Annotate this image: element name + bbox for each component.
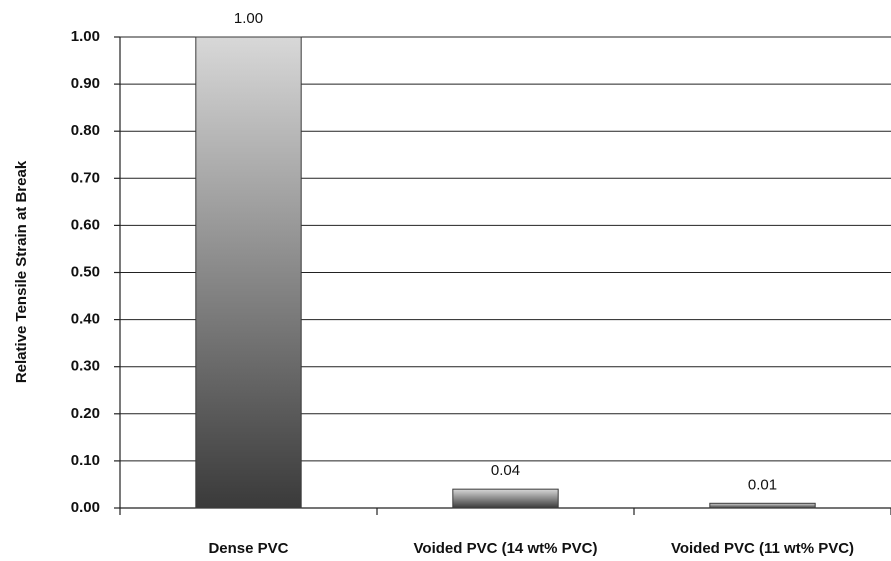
y-tick-label: 0.90 — [71, 75, 100, 92]
y-tick-label: 0.50 — [71, 263, 100, 280]
value-label: 0.04 — [491, 462, 520, 479]
x-tick-label: Voided PVC (11 wt% PVC) — [671, 540, 854, 557]
value-label: 0.01 — [748, 476, 777, 493]
y-tick-label: 0.20 — [71, 405, 100, 422]
x-tick-label: Voided PVC (14 wt% PVC) — [414, 540, 598, 557]
y-tick-label: 0.80 — [71, 122, 100, 139]
y-tick-label: 0.40 — [71, 311, 100, 328]
y-axis-label: Relative Tensile Strain at Break — [13, 160, 30, 383]
value-label: 1.00 — [234, 10, 263, 27]
y-tick-label: 1.00 — [71, 28, 100, 45]
y-tick-label: 0.00 — [71, 499, 100, 516]
y-tick-label: 0.60 — [71, 216, 100, 233]
y-tick-label: 0.10 — [71, 452, 100, 469]
bar — [452, 488, 559, 509]
y-tick-label: 0.70 — [71, 169, 100, 186]
bar — [709, 502, 816, 509]
x-tick-label: Dense PVC — [208, 540, 288, 557]
bar — [195, 36, 302, 509]
y-tick-label: 0.30 — [71, 358, 100, 375]
